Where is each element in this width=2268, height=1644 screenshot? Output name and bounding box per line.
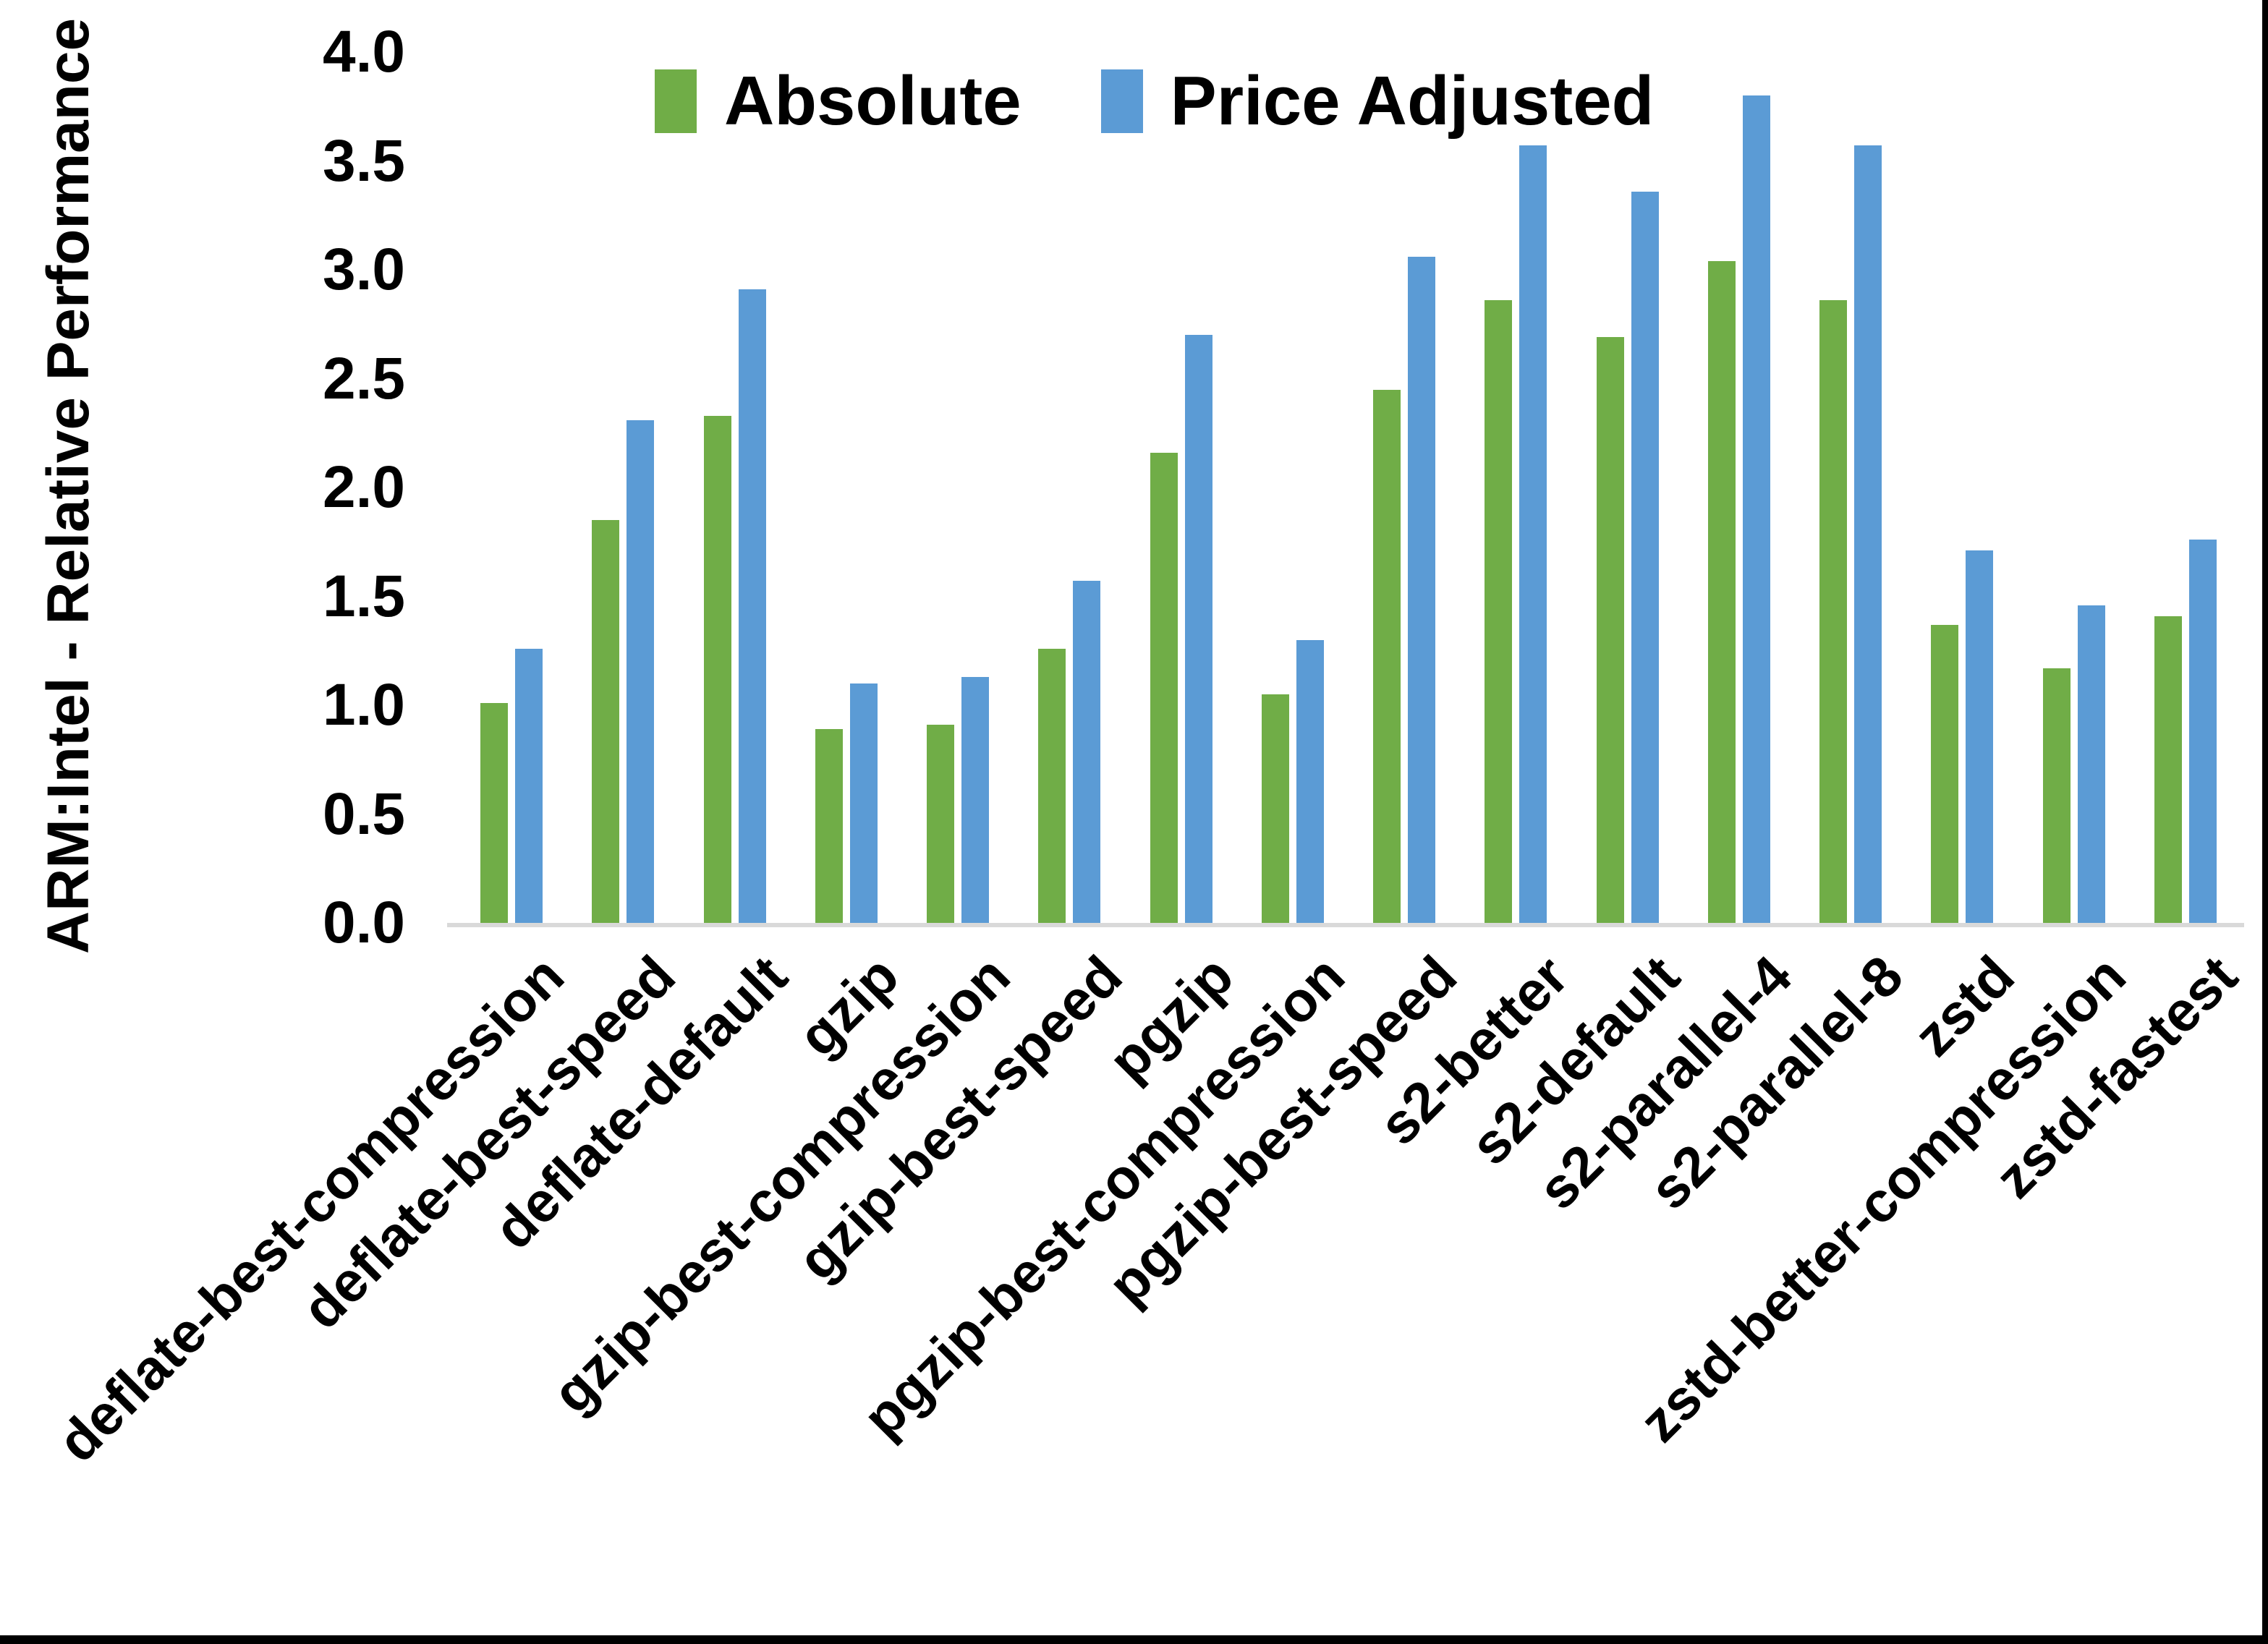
y-tick-label-2.5: 2.5 <box>323 345 405 412</box>
screenshot-bottom-border <box>0 1635 2268 1644</box>
y-tick-label-0.0: 0.0 <box>323 890 405 955</box>
bar-price-adjusted-s2-parallel-8 <box>1854 145 1882 923</box>
y-tick-label-3.5: 3.5 <box>323 127 405 194</box>
legend-swatch-absolute <box>655 69 697 133</box>
bar-price-adjusted-s2-parallel-4 <box>1742 95 1770 923</box>
y-tick-label-1.5: 1.5 <box>323 563 405 629</box>
bar-price-adjusted-deflate-default <box>738 289 766 923</box>
legend-swatch-price-adjusted <box>1100 69 1143 133</box>
bar-price-adjusted-gzip <box>849 683 878 923</box>
screenshot-right-border <box>2262 0 2268 1644</box>
bar-price-adjusted-zstd-fastest <box>2188 540 2217 923</box>
bar-absolute-deflate-default <box>703 415 731 923</box>
bar-price-adjusted-s2-default <box>1631 191 1659 923</box>
bar-price-adjusted-deflate-best-compression <box>515 648 543 923</box>
bar-absolute-pgzip <box>1150 452 1178 923</box>
bar-absolute-gzip-best-speed <box>1038 648 1066 923</box>
bar-absolute-s2-parallel-8 <box>1819 300 1848 923</box>
bar-absolute-s2-parallel-4 <box>1707 260 1736 923</box>
y-tick-label-1.0: 1.0 <box>323 672 405 738</box>
bar-price-adjusted-pgzip-best-compression <box>1296 639 1324 923</box>
bar-price-adjusted-gzip-best-speed <box>1073 581 1101 923</box>
y-tick-label-3.0: 3.0 <box>323 237 405 302</box>
y-tick-label-2.0: 2.0 <box>323 454 405 520</box>
legend-item-price-adjusted: Price Adjusted <box>1100 62 1655 140</box>
bar-absolute-s2-default <box>1596 337 1624 923</box>
bar-absolute-zstd-better-compression <box>2042 668 2070 923</box>
bar-price-adjusted-pgzip-best-speed <box>1408 256 1436 923</box>
bar-absolute-deflate-best-speed <box>592 520 620 923</box>
bar-absolute-gzip-best-compression <box>927 725 955 923</box>
bar-price-adjusted-deflate-best-speed <box>627 419 655 923</box>
bar-absolute-zstd <box>1931 624 1959 923</box>
bar-absolute-gzip <box>815 729 843 923</box>
bar-absolute-s2-better <box>1485 300 1513 923</box>
bar-absolute-deflate-best-compression <box>480 702 509 923</box>
bar-price-adjusted-s2-better <box>1519 145 1547 923</box>
bar-absolute-zstd-fastest <box>2154 616 2182 923</box>
y-axis-title: ARM:Intel - Relative Performance <box>35 17 101 955</box>
legend-item-absolute: Absolute <box>655 67 1022 136</box>
bar-price-adjusted-zstd-better-compression <box>2077 605 2105 923</box>
y-tick-label-4.0: 4.0 <box>323 19 405 85</box>
bar-absolute-pgzip-best-compression <box>1261 694 1289 923</box>
bar-price-adjusted-gzip-best-compression <box>961 676 990 923</box>
bar-price-adjusted-zstd <box>1966 550 1994 923</box>
y-tick-label-0.5: 0.5 <box>323 780 405 847</box>
legend-label-price-adjusted: Price Adjusted <box>1170 62 1655 140</box>
bar-absolute-pgzip-best-speed <box>1373 389 1401 923</box>
legend: Absolute Price Adjusted <box>655 67 1654 136</box>
legend-label-absolute: Absolute <box>724 62 1022 140</box>
bar-price-adjusted-pgzip <box>1184 335 1212 923</box>
x-axis-line <box>447 923 2244 927</box>
